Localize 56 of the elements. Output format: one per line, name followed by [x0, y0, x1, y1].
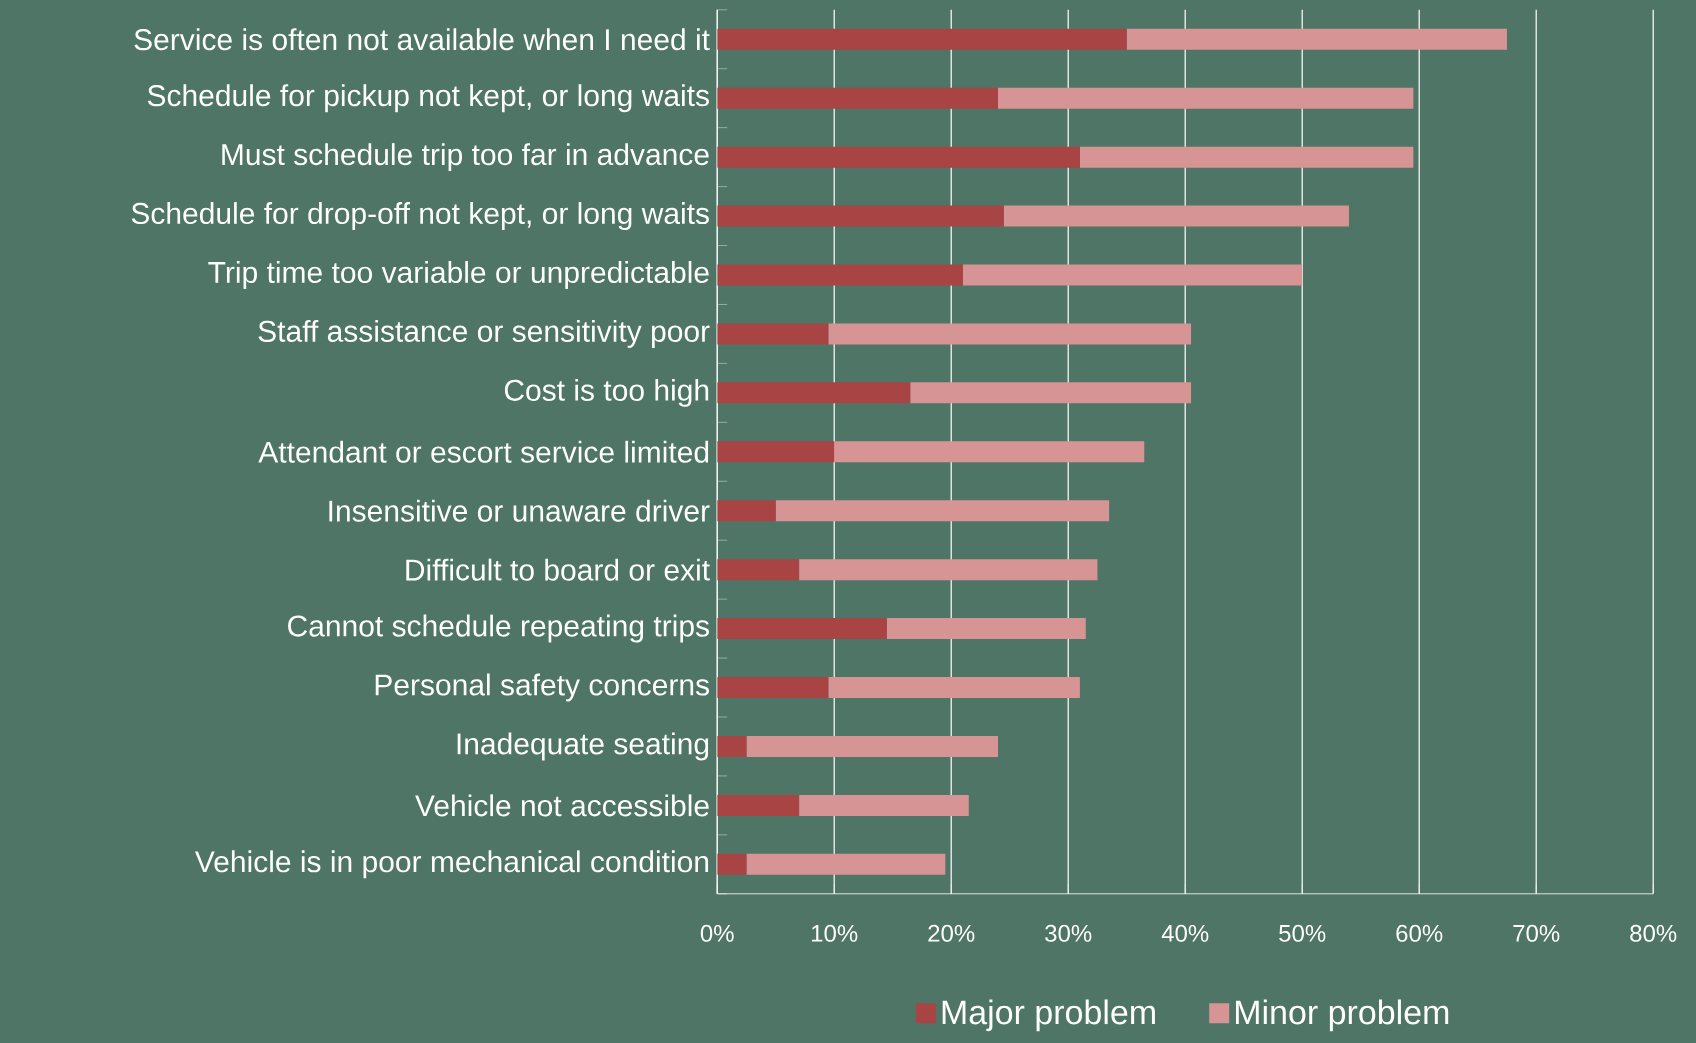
bar [746, 735, 998, 757]
bar [717, 559, 800, 581]
x-tick-label: 40% [1161, 924, 1209, 942]
bar [717, 323, 829, 345]
x-tick-label: 50% [1279, 924, 1326, 942]
x-tick-label: 20% [928, 924, 975, 942]
bar [717, 205, 1004, 227]
x-tick-label: 10% [812, 924, 858, 942]
y-tick-label: Attendant or escort service limited [258, 440, 709, 463]
y-tick-label: Service is often not available when I need it [134, 28, 710, 51]
x-tick-label: 60% [1396, 924, 1443, 942]
y-tick-label: Vehicle not accessible [415, 794, 709, 817]
x-tick-label: 30% [1045, 924, 1092, 942]
bar [1003, 205, 1349, 227]
bar [828, 323, 1192, 345]
bar [717, 853, 747, 875]
y-tick-label: Trip time too variable or unpredictable [208, 261, 709, 289]
bar [799, 794, 969, 816]
bar [717, 735, 747, 757]
y-tick-label: Staff assistance or sensitivity poor [258, 319, 710, 348]
bar [1079, 146, 1414, 168]
bar [717, 382, 911, 404]
y-tick-label: Schedule for pickup not kept, or long waits [147, 84, 709, 113]
bar [717, 794, 800, 816]
bar [886, 618, 1086, 640]
x-tick-label: 70% [1513, 924, 1560, 942]
y-tick-label: Inadequate seating [457, 732, 709, 761]
bar [717, 28, 1127, 50]
y-tick-label: Cost is too high [504, 378, 709, 407]
bar [962, 264, 1303, 286]
y-tick-label: Personal safety concerns [375, 673, 709, 702]
x-tick-label: 80% [1630, 924, 1677, 942]
bar [717, 441, 835, 463]
bar [998, 87, 1414, 109]
bar [717, 618, 887, 640]
bar [746, 853, 946, 875]
y-tick-label: Schedule for drop-off not kept, or long waits [131, 202, 709, 231]
bar [717, 677, 829, 699]
y-tick-label: Vehicle is in poor mechanical condition [194, 850, 709, 879]
bar [717, 500, 776, 522]
bar [910, 382, 1192, 404]
bar [717, 264, 963, 286]
x-tick-label: 0% [700, 924, 734, 942]
bar [775, 500, 1110, 522]
y-tick-label: Difficult to board or exit [406, 558, 710, 581]
legend-label: Minor problem [1235, 999, 1449, 1032]
legend-label: Major problem [942, 999, 1155, 1032]
bar [828, 677, 1080, 699]
bar [799, 559, 1098, 581]
bar [1126, 28, 1507, 50]
y-tick-label: Insensitive or unaware driver [329, 499, 710, 522]
bar [717, 87, 998, 109]
y-tick-label: Must schedule trip too far in advance [222, 143, 709, 172]
y-tick-label: Cannot schedule repeating trips [288, 614, 709, 643]
bar [834, 441, 1145, 463]
bar [717, 146, 1080, 168]
